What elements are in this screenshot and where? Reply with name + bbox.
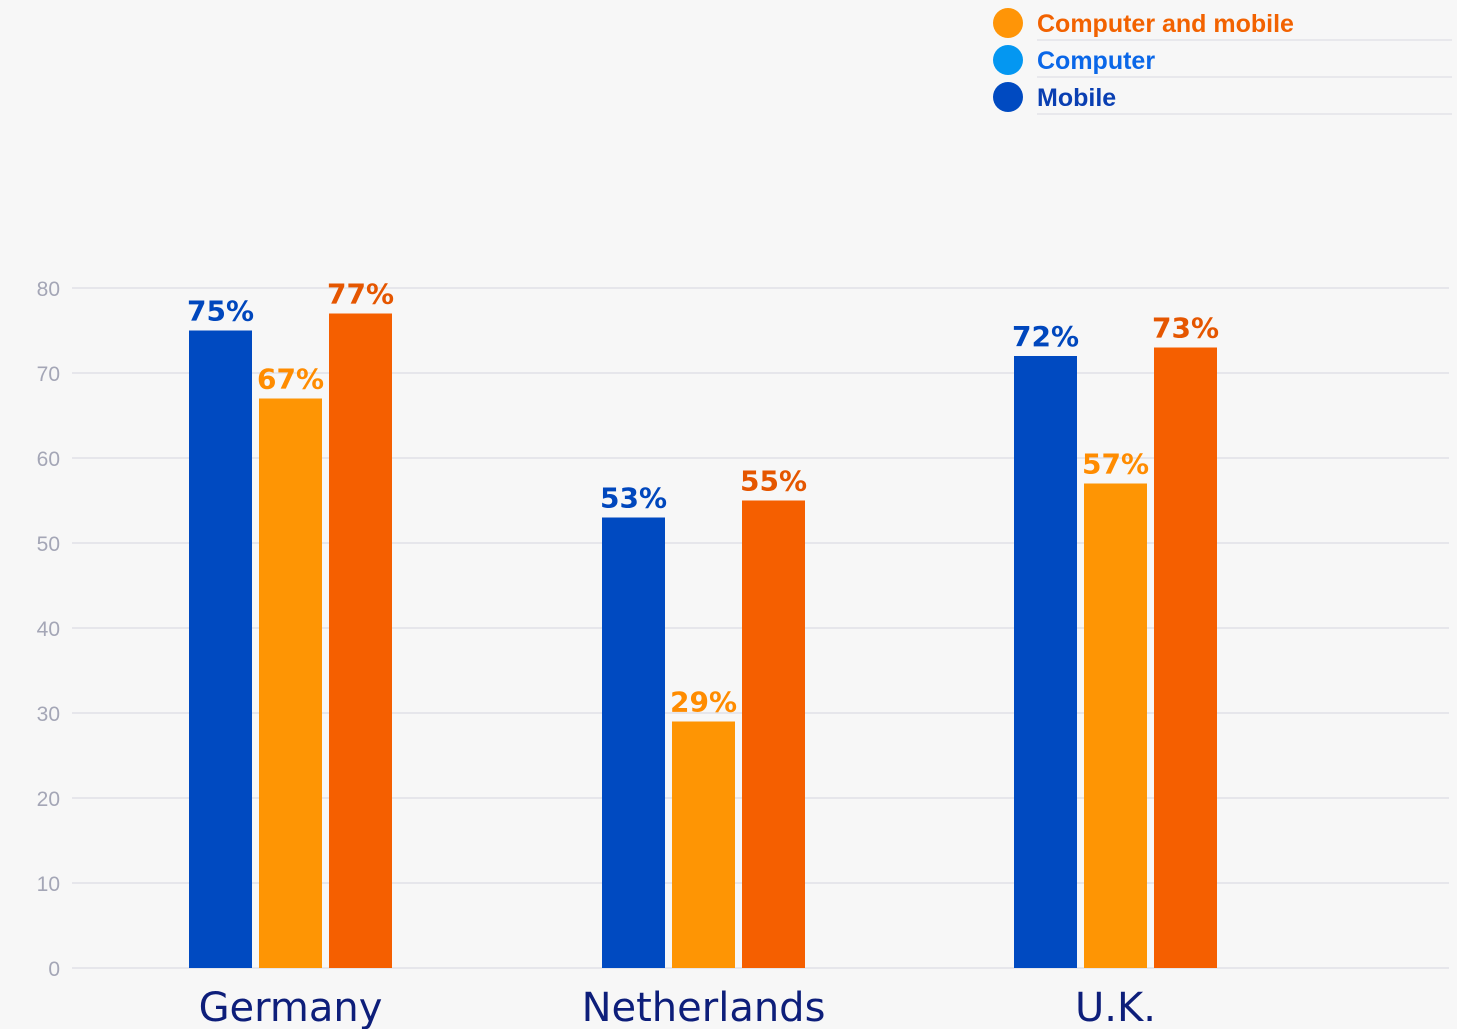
data-label: 72%: [1012, 320, 1079, 353]
legend-marker: [993, 8, 1023, 38]
y-tick-label: 10: [37, 873, 60, 896]
bars: [189, 313, 1217, 968]
data-label: 57%: [1082, 448, 1149, 481]
legend: Computer and mobile Computer Mobile: [993, 8, 1452, 115]
data-label: 67%: [257, 363, 324, 396]
bar-mobile: [1014, 356, 1077, 968]
data-label: 73%: [1152, 312, 1219, 345]
y-tick-label: 50: [37, 533, 60, 556]
data-label: 29%: [670, 686, 737, 719]
bar-mobile: [189, 330, 252, 968]
bar-computer: [672, 721, 735, 968]
data-label: 55%: [740, 465, 807, 498]
bar-computer-and-mobile: [1154, 347, 1217, 968]
data-label: 53%: [600, 482, 667, 515]
y-tick-label: 20: [37, 788, 60, 811]
legend-marker: [993, 82, 1023, 112]
data-labels: 75% 67% 77% 53% 29% 55% 72% 57% 73%: [187, 278, 1219, 719]
x-category-label: Netherlands: [582, 985, 826, 1029]
legend-marker: [993, 45, 1023, 75]
data-label: 77%: [327, 278, 394, 311]
bar-mobile: [602, 517, 665, 968]
y-axis-ticks: 0 10 20 30 40 50 60 70 80: [37, 278, 60, 981]
y-tick-label: 70: [37, 363, 60, 386]
bar-computer-and-mobile: [742, 500, 805, 968]
bar-computer: [259, 398, 322, 968]
bar-computer-and-mobile: [329, 313, 392, 968]
y-tick-label: 40: [37, 618, 60, 641]
y-tick-label: 60: [37, 448, 60, 471]
y-tick-label: 30: [37, 703, 60, 726]
bar-computer: [1084, 483, 1147, 968]
data-label: 75%: [187, 295, 254, 328]
x-category-label: U.K.: [1075, 985, 1156, 1029]
x-category-label: Germany: [199, 985, 383, 1029]
y-tick-label: 0: [48, 958, 60, 981]
legend-label: Mobile: [1037, 84, 1116, 112]
legend-label: Computer: [1037, 47, 1155, 75]
y-tick-label: 80: [37, 278, 60, 301]
legend-label: Computer and mobile: [1037, 10, 1294, 38]
x-axis-categories: Germany Netherlands U.K.: [199, 985, 1156, 1029]
